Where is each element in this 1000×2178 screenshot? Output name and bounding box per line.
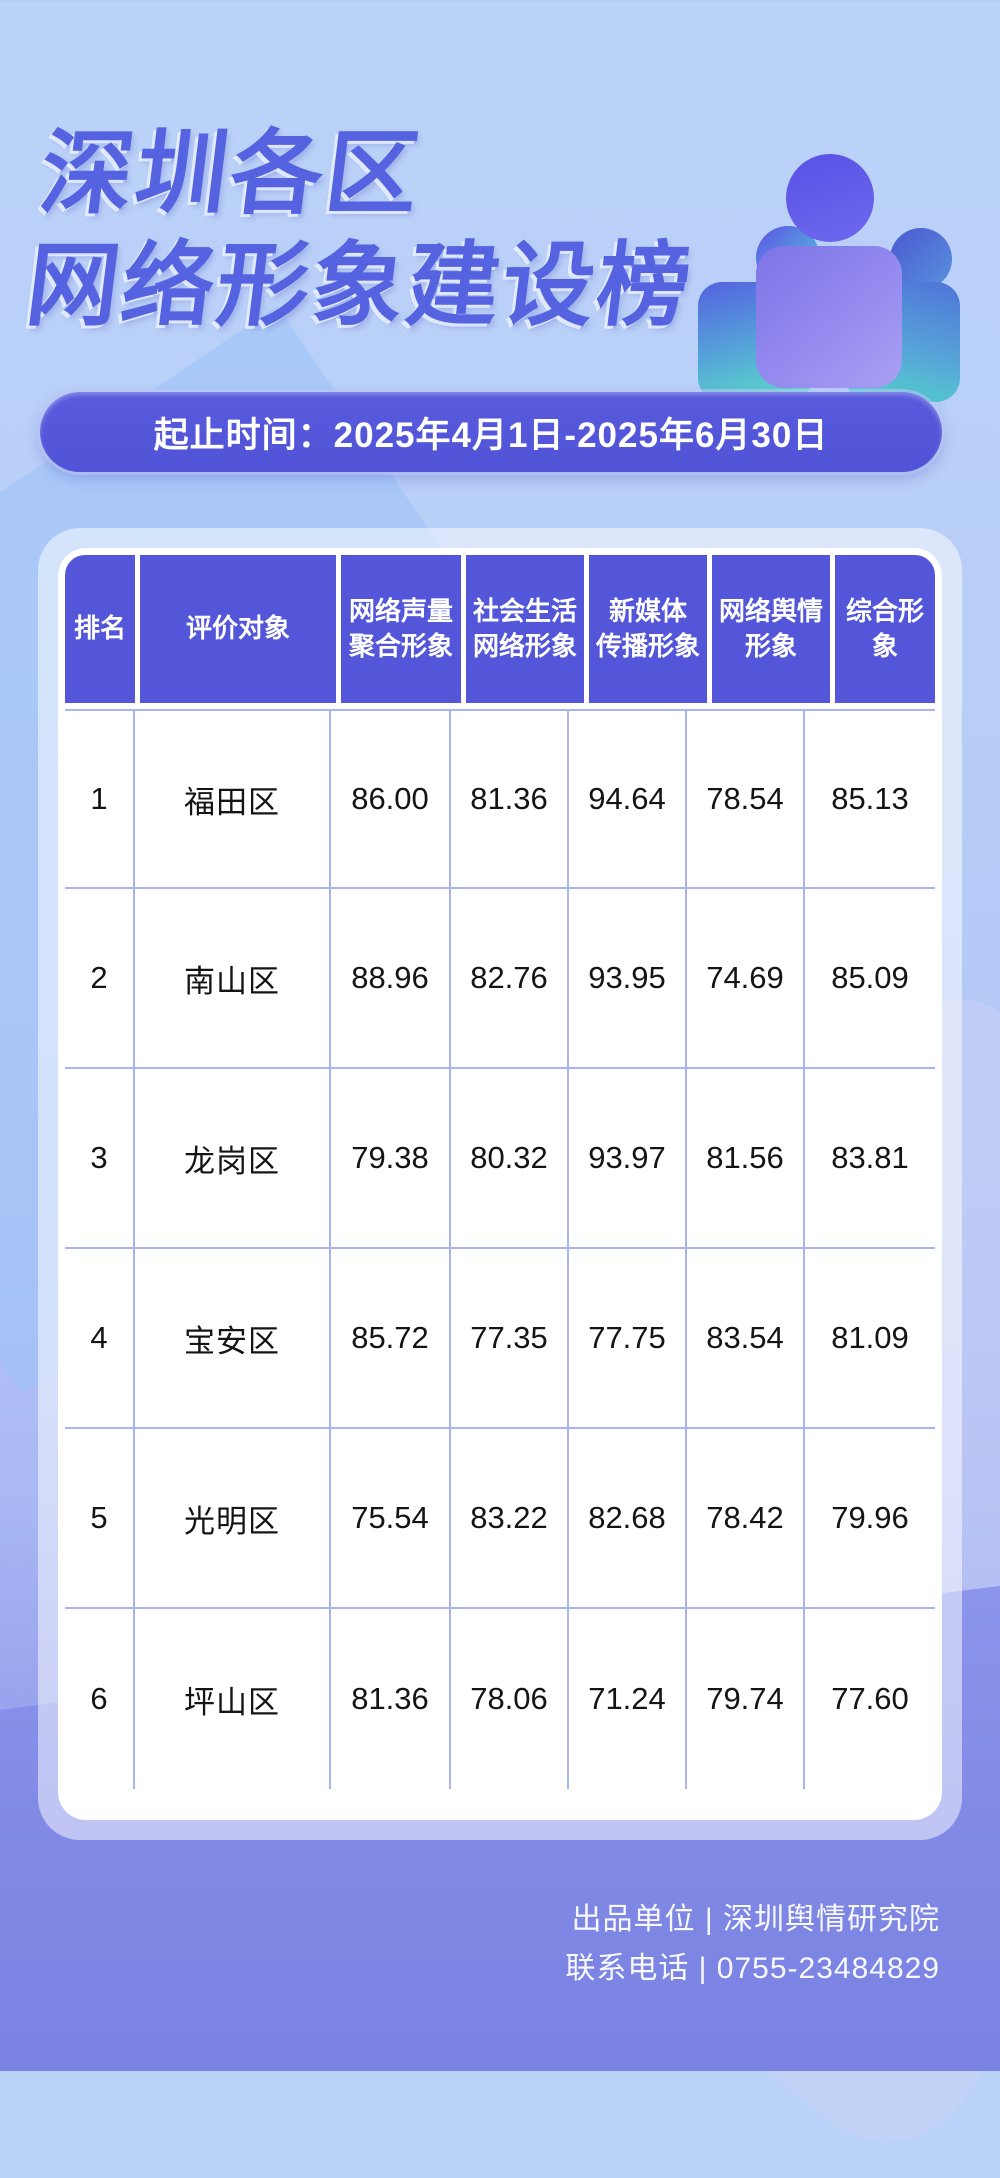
- score-cell: 88.96: [331, 889, 451, 1069]
- score-cell: 79.96: [805, 1429, 935, 1609]
- score-cell: 77.35: [451, 1249, 569, 1429]
- footer-phone: 联系电话 | 0755-23484829: [565, 1951, 940, 1985]
- score-cell: 74.69: [687, 889, 805, 1069]
- rank-cell: 5: [65, 1429, 135, 1609]
- date-range-text: 起止时间：2025年4月1日-2025年6月30日: [153, 415, 829, 455]
- score-cell: 78.06: [451, 1609, 569, 1789]
- ranking-table-container: 排名 评价对象 网络声量 聚合形象 社会生活 网络形象 新媒体 传播形象 网络舆…: [38, 528, 962, 1840]
- rank-cell: 1: [65, 709, 135, 889]
- score-cell: 77.60: [805, 1609, 935, 1789]
- score-cell: 82.68: [569, 1429, 687, 1609]
- header-cell-social-life-image: 社会生活 网络形象: [466, 555, 584, 703]
- header-cell-overall-image: 综合形象: [835, 555, 935, 703]
- table-body: 1 福田区 86.00 81.36 94.64 78.54 85.13 2 南山…: [65, 709, 935, 1789]
- page-title-line1: 深圳各区: [34, 123, 428, 225]
- score-cell: 80.32: [451, 1069, 569, 1249]
- district-cell: 坪山区: [135, 1609, 331, 1789]
- score-cell: 83.22: [451, 1429, 569, 1609]
- people-group-icon: [668, 128, 988, 424]
- score-cell: 78.42: [687, 1429, 805, 1609]
- district-cell: 宝安区: [135, 1249, 331, 1429]
- rank-cell: 3: [65, 1069, 135, 1249]
- score-cell: 93.95: [569, 889, 687, 1069]
- district-cell: 南山区: [135, 889, 331, 1069]
- score-cell: 78.54: [687, 709, 805, 889]
- district-cell: 龙岗区: [135, 1069, 331, 1249]
- rank-cell: 4: [65, 1249, 135, 1429]
- score-cell: 93.97: [569, 1069, 687, 1249]
- score-cell: 71.24: [569, 1609, 687, 1789]
- score-cell: 83.81: [805, 1069, 935, 1249]
- score-cell: 94.64: [569, 709, 687, 889]
- rank-cell: 2: [65, 889, 135, 1069]
- score-cell: 77.75: [569, 1249, 687, 1429]
- page-title: 深圳各区 网络形象建设榜: [20, 118, 713, 342]
- score-cell: 82.76: [451, 889, 569, 1069]
- score-cell: 79.38: [331, 1069, 451, 1249]
- score-cell: 81.36: [451, 709, 569, 889]
- date-range-banner: 起止时间：2025年4月1日-2025年6月30日: [40, 392, 942, 472]
- header-cell-new-media-image: 新媒体 传播形象: [589, 555, 707, 703]
- person-center-body-icon: [756, 246, 902, 388]
- table-header-row: 排名 评价对象 网络声量 聚合形象 社会生活 网络形象 新媒体 传播形象 网络舆…: [65, 555, 935, 703]
- footer: 出品单位 | 深圳舆情研究院 联系电话 | 0755-23484829: [565, 1896, 940, 1993]
- district-cell: 福田区: [135, 709, 331, 889]
- header-cell-subject: 评价对象: [140, 555, 336, 703]
- score-cell: 86.00: [331, 709, 451, 889]
- page-title-line2: 网络形象建设榜: [21, 235, 699, 338]
- score-cell: 81.56: [687, 1069, 805, 1249]
- score-cell: 81.36: [331, 1609, 451, 1789]
- header-cell-rank: 排名: [65, 555, 135, 703]
- score-cell: 85.13: [805, 709, 935, 889]
- score-cell: 75.54: [331, 1429, 451, 1609]
- person-center-head-icon: [786, 154, 874, 242]
- district-cell: 光明区: [135, 1429, 331, 1609]
- score-cell: 85.09: [805, 889, 935, 1069]
- score-cell: 79.74: [687, 1609, 805, 1789]
- score-cell: 83.54: [687, 1249, 805, 1429]
- header-cell-sentiment-image: 网络舆情 形象: [712, 555, 830, 703]
- footer-producer: 出品单位 | 深圳舆情研究院: [571, 1903, 940, 1936]
- header-cell-volume-image: 网络声量 聚合形象: [341, 555, 461, 703]
- ranking-table-card: 排名 评价对象 网络声量 聚合形象 社会生活 网络形象 新媒体 传播形象 网络舆…: [58, 548, 942, 1820]
- score-cell: 85.72: [331, 1249, 451, 1429]
- score-cell: 81.09: [805, 1249, 935, 1429]
- rank-cell: 6: [65, 1609, 135, 1789]
